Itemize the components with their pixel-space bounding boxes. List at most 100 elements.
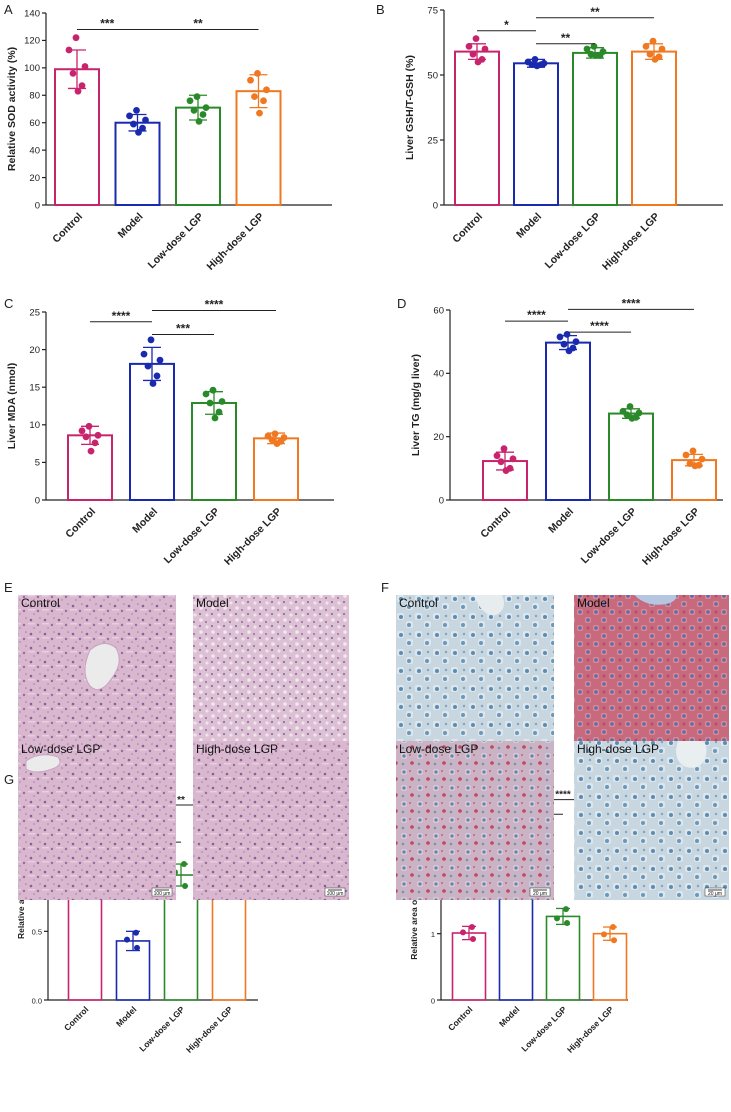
category-label-control: Control [450,211,485,246]
significance-label: **** [622,296,641,310]
data-point-control [472,35,480,42]
data-point-low-dose-lgp [209,386,217,394]
vessel-lumen [634,595,677,605]
micrograph-image [574,741,729,900]
data-point-model [572,338,580,346]
data-point-low-dose-lgp [181,861,187,868]
data-point-high-dose-lgp [268,436,276,444]
y-tick-label: 80 [29,91,40,102]
data-point-high-dose-lgp [610,924,616,931]
panel-letter: B [376,2,385,17]
portal-vessel [25,754,61,773]
data-point-low-dose-lgp [592,52,600,59]
data-point-low-dose-lgp [193,93,201,101]
data-point-high-dose-lgp [651,56,659,63]
data-point-model [126,112,133,120]
y-tick-label: 75 [427,5,438,16]
category-label-low-dose-lgp: Low-dose LGP [519,1004,568,1053]
data-point-model [156,356,164,364]
data-point-control [81,63,89,70]
y-tick-label: 1 [431,930,435,939]
y-tick-label: 10 [29,420,40,431]
y-tick-label: 15 [29,383,40,394]
data-point-high-dose-lgp [642,43,650,50]
panel-letter: C [4,296,13,311]
data-point-low-dose-lgp [186,97,194,105]
bar-low-dose-lgp [545,915,581,1001]
data-point-control [82,433,90,441]
micrograph-label: Control [399,596,438,610]
data-point-low-dose-lgp [628,414,636,422]
category-label-high-dose-lgp: High-dose LGP [565,1004,616,1055]
micrograph-panel-f: F Control 20 μm Model20 μmLow-dose LGP 20 μm… [381,580,729,900]
data-point-control [481,45,489,53]
micrographs-layer: EControl100 μmModel100 μmLow-dose LGP100… [4,580,729,900]
micrograph-model: Model20 μm [574,595,729,754]
data-point-high-dose-lgp [611,937,617,944]
significance-label: **** [590,319,609,333]
panel-letter: G [4,772,14,787]
data-point-low-dose-lgp [590,43,598,50]
y-tick-label: 0 [431,996,435,1005]
category-label-high-dose-lgp: High-dose LGP [222,506,284,568]
y-axis-title: Relative SOD activity (%) [6,47,18,171]
data-point-model [140,350,148,358]
data-point-control [474,58,482,66]
panel-letter: A [4,2,13,17]
data-point-control [469,924,475,931]
panel-letter: D [397,296,406,311]
micrograph-image [574,595,729,754]
bar-high-dose-lgp [631,50,677,206]
y-tick-label: 0 [439,495,444,506]
data-point-low-dose-lgp [218,398,226,405]
category-label-model: Model [130,506,160,536]
data-point-low-dose-lgp [564,920,570,927]
y-tick-label: 5 [35,458,40,469]
data-point-high-dose-lgp [691,462,699,470]
scalebar-label: 20 μm [533,891,547,897]
chart-panel-b: B 0 25 50 75 Liver GSH/T-GSH (%) Control ModelL… [376,2,723,273]
bar-model [545,341,591,501]
y-tick-label: 120 [24,36,40,47]
data-point-control [65,46,73,54]
y-tick-label: 40 [29,145,40,156]
significance-label: *** [176,322,190,336]
y-axis-title: Liver MDA (nmol) [6,363,18,450]
y-tick-label: 0.5 [32,928,42,937]
panel-letter: F [381,580,389,595]
data-point-low-dose-lgp [202,390,210,398]
y-tick-label: 60 [433,305,444,316]
data-point-control [509,455,517,463]
data-point-control [72,34,80,42]
data-point-low-dose-lgp [554,915,560,922]
data-point-high-dose-lgp [247,76,254,84]
category-label-control: Control [446,1004,474,1032]
data-point-low-dose-lgp [583,45,591,53]
significance-label: **** [555,790,571,801]
micrograph-low-dose-lgp: Low-dose LGP 20 μm [396,741,554,900]
scalebar-box [529,887,551,897]
data-point-high-dose-lgp [689,447,697,455]
micrograph-label: Low-dose LGP [399,742,478,756]
y-tick-label: 0.0 [32,996,42,1005]
bar-model [513,62,559,206]
data-point-low-dose-lgp [215,408,223,416]
micrograph-label: Model [196,596,229,610]
data-point-low-dose-lgp [199,111,207,118]
data-point-high-dose-lgp [251,93,258,101]
scalebar-box [151,887,173,897]
micrograph-image [396,595,554,754]
data-point-high-dose-lgp [698,455,706,463]
significance-label: **** [205,297,224,311]
category-label-low-dose-lgp: Low-dose LGP [579,506,639,566]
data-point-control [85,422,93,430]
micrograph-label: Low-dose LGP [21,742,100,756]
data-point-control [470,935,476,942]
bar-low-dose-lgp [608,412,654,501]
data-point-high-dose-lgp [263,86,270,94]
data-point-high-dose-lgp [260,97,267,105]
y-tick-label: 0 [35,495,40,506]
data-point-high-dose-lgp [658,45,666,53]
category-label-high-dose-lgp: High-dose LGP [600,211,662,273]
data-point-model [563,330,571,338]
